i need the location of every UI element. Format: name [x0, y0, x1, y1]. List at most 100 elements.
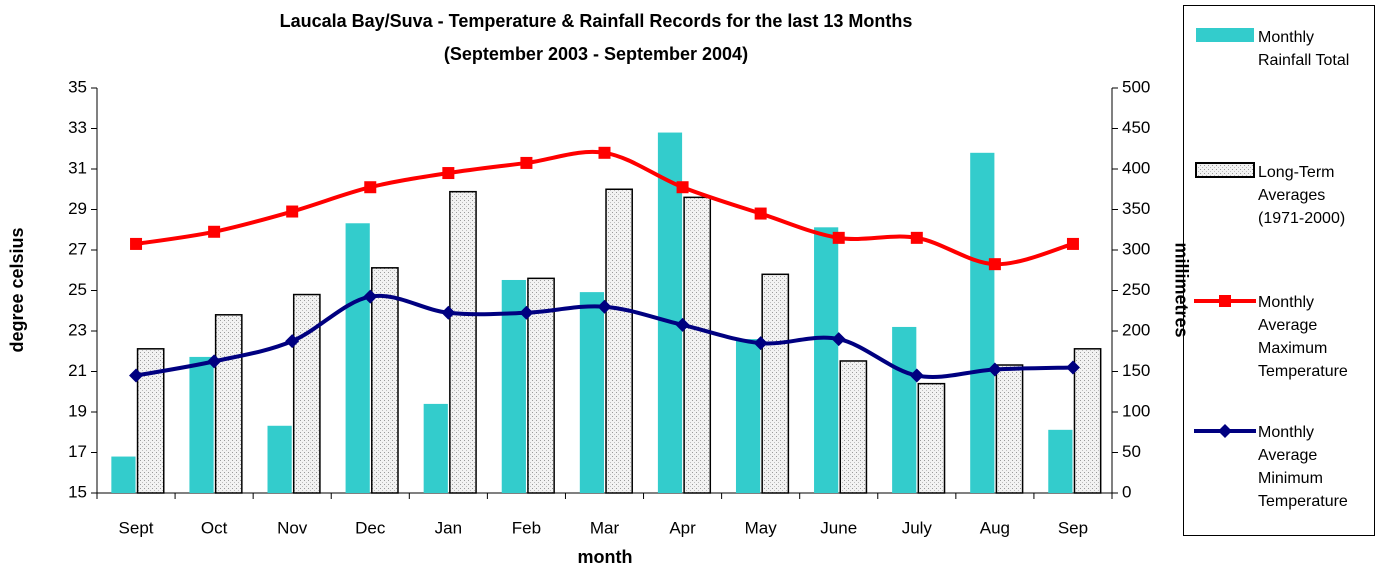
marker	[597, 299, 612, 314]
x-tick-label: Mar	[590, 518, 620, 537]
marker	[130, 237, 143, 250]
marker	[832, 231, 845, 244]
x-tick-label: Dec	[355, 518, 386, 537]
y-tick-label: 25	[68, 280, 87, 299]
marker	[988, 258, 1001, 271]
marker	[598, 146, 611, 159]
x-tick-label: Nov	[277, 518, 308, 537]
bar	[267, 425, 292, 493]
bar	[189, 356, 214, 493]
chart-subtitle: (September 2003 - September 2004)	[444, 44, 748, 64]
y2-tick-label: 450	[1122, 118, 1150, 137]
y2-tick-label: 300	[1122, 239, 1150, 258]
y-tick-label: 27	[68, 239, 87, 258]
y2-tick-label: 50	[1122, 442, 1141, 461]
chart-title: Laucala Bay/Suva - Temperature & Rainfal…	[280, 11, 913, 31]
legend-label: Monthly Average Maximum Temperature	[1258, 294, 1348, 380]
y2-tick-label: 100	[1122, 401, 1150, 420]
marker	[364, 181, 377, 194]
legend-symbol	[1194, 295, 1256, 307]
marker	[754, 207, 767, 220]
legend-symbol	[1194, 424, 1256, 438]
marker	[1066, 237, 1079, 250]
bar	[345, 223, 370, 493]
y-tick-label: 21	[68, 361, 87, 380]
legend-swatch	[1196, 28, 1254, 42]
bar	[735, 339, 761, 493]
bar	[995, 364, 1024, 494]
x-tick-label: Feb	[512, 518, 541, 537]
bar	[917, 382, 946, 494]
x-tick-label: Oct	[201, 518, 228, 537]
marker	[753, 336, 768, 351]
bar	[111, 456, 136, 493]
y2-tick-label: 200	[1122, 320, 1150, 339]
y2-tick-label: 400	[1122, 158, 1150, 177]
y2-tick-label: 150	[1122, 361, 1150, 380]
y-tick-label: 15	[68, 482, 87, 501]
legend-marker	[1219, 295, 1231, 307]
marker	[909, 368, 924, 383]
x-tick-label: Jan	[435, 518, 462, 537]
x-tick-label: July	[902, 518, 933, 537]
marker	[285, 334, 300, 349]
y2-axis-title: millimetres	[1171, 242, 1191, 337]
bar	[1073, 348, 1102, 494]
marker	[363, 289, 378, 304]
marker	[910, 231, 923, 244]
line	[135, 149, 1074, 267]
bar	[292, 293, 321, 494]
marker	[207, 354, 222, 369]
y2-tick-label: 350	[1122, 199, 1150, 218]
x-tick-label: Sept	[119, 518, 154, 537]
marker	[676, 181, 689, 194]
y-tick-label: 19	[68, 401, 87, 420]
bar	[892, 326, 917, 493]
marker	[286, 205, 299, 218]
bar	[1048, 429, 1073, 493]
x-tick-label: Aug	[980, 518, 1010, 537]
x-axis-title: month	[578, 547, 633, 567]
bar	[214, 314, 243, 494]
marker	[831, 332, 846, 347]
marker	[208, 225, 221, 238]
bar	[449, 190, 477, 494]
legend-item: Monthly Average Minimum Temperature	[1192, 421, 1372, 531]
bar	[605, 188, 633, 494]
y-tick-label: 31	[68, 158, 87, 177]
x-tick-label: June	[820, 518, 857, 537]
marker	[675, 317, 690, 332]
bar	[371, 267, 399, 494]
legend-label: Monthly Rainfall Total	[1258, 29, 1350, 69]
legend-swatch	[1195, 162, 1255, 178]
y-axis-title: degree celsius	[7, 227, 27, 352]
legend-marker	[1218, 424, 1232, 438]
bar	[814, 227, 839, 493]
y-tick-label: 29	[68, 199, 87, 218]
legend-symbol	[1195, 162, 1255, 178]
y2-tick-label: 250	[1122, 280, 1150, 299]
marker	[442, 167, 455, 180]
legend-label: Long-Term Averages (1971-2000)	[1258, 164, 1346, 227]
marker	[519, 305, 534, 320]
marker	[520, 156, 533, 169]
y-tick-label: 23	[68, 320, 87, 339]
legend: Monthly Rainfall Total Long-Term Averages…	[1183, 5, 1375, 536]
legend-item: Monthly Rainfall Total	[1192, 26, 1372, 136]
x-tick-label: Sep	[1058, 518, 1088, 537]
legend-item: Long-Term Averages (1971-2000)	[1192, 161, 1372, 271]
y-tick-label: 17	[68, 442, 87, 461]
bar	[761, 273, 790, 494]
y-tick-label: 33	[68, 118, 87, 137]
y2-tick-label: 500	[1122, 77, 1150, 96]
bar	[579, 292, 605, 493]
bar	[423, 403, 448, 493]
marker	[1065, 360, 1080, 375]
marker	[987, 362, 1002, 377]
x-tick-label: Apr	[669, 518, 696, 537]
legend-symbol	[1196, 28, 1254, 42]
x-tick-label: May	[745, 518, 778, 537]
legend-label: Monthly Average Minimum Temperature	[1258, 424, 1348, 510]
